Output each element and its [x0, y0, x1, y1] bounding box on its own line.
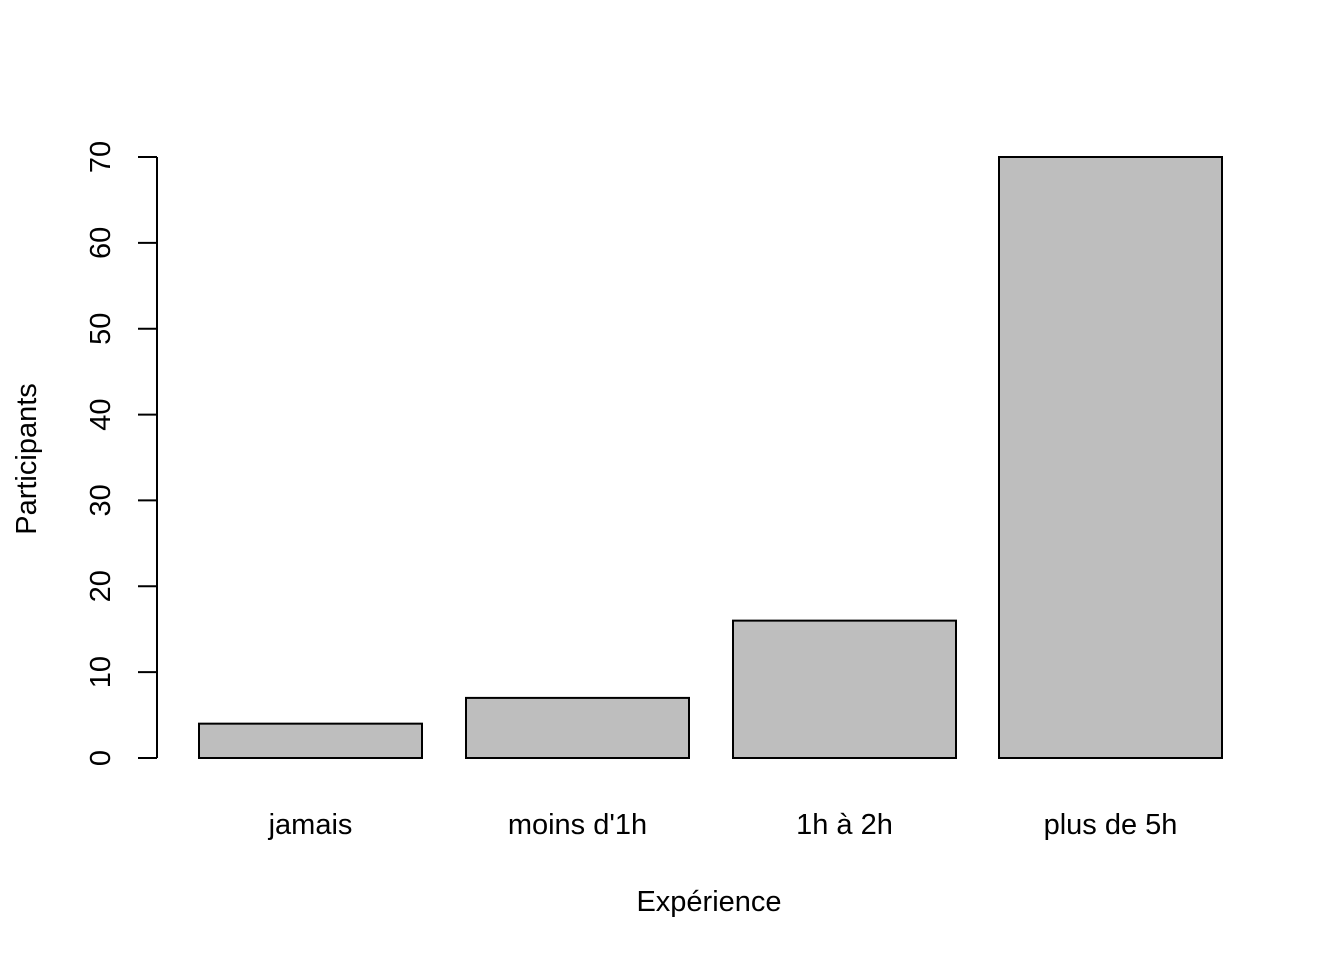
x-category-labels: jamais moins d'1h 1h à 2h plus de 5h — [268, 809, 1178, 841]
y-tick-label-0: 0 — [85, 750, 117, 766]
bar-1 — [465, 696, 690, 760]
y-tick-label-6: 60 — [85, 227, 117, 259]
y-tick-label-1: 10 — [85, 656, 117, 688]
bar-3 — [998, 156, 1223, 759]
y-axis: 0 10 20 30 40 50 60 70 — [85, 141, 158, 766]
category-label-3: plus de 5h — [1044, 809, 1178, 841]
y-tick-label-2: 20 — [85, 570, 117, 602]
category-label-2: 1h à 2h — [796, 809, 893, 841]
bar-0 — [198, 722, 423, 760]
category-label-1: moins d'1h — [508, 809, 647, 841]
category-label-0: jamais — [268, 809, 353, 841]
y-axis-title: Participants — [11, 383, 43, 535]
y-tick-label-4: 40 — [85, 398, 117, 430]
y-tick-label-7: 70 — [85, 141, 117, 173]
bar-2 — [732, 619, 957, 760]
y-tick-label-3: 30 — [85, 484, 117, 516]
bars-group — [198, 156, 1223, 760]
y-tick-label-5: 50 — [85, 313, 117, 345]
x-axis-title: Expérience — [636, 886, 781, 918]
